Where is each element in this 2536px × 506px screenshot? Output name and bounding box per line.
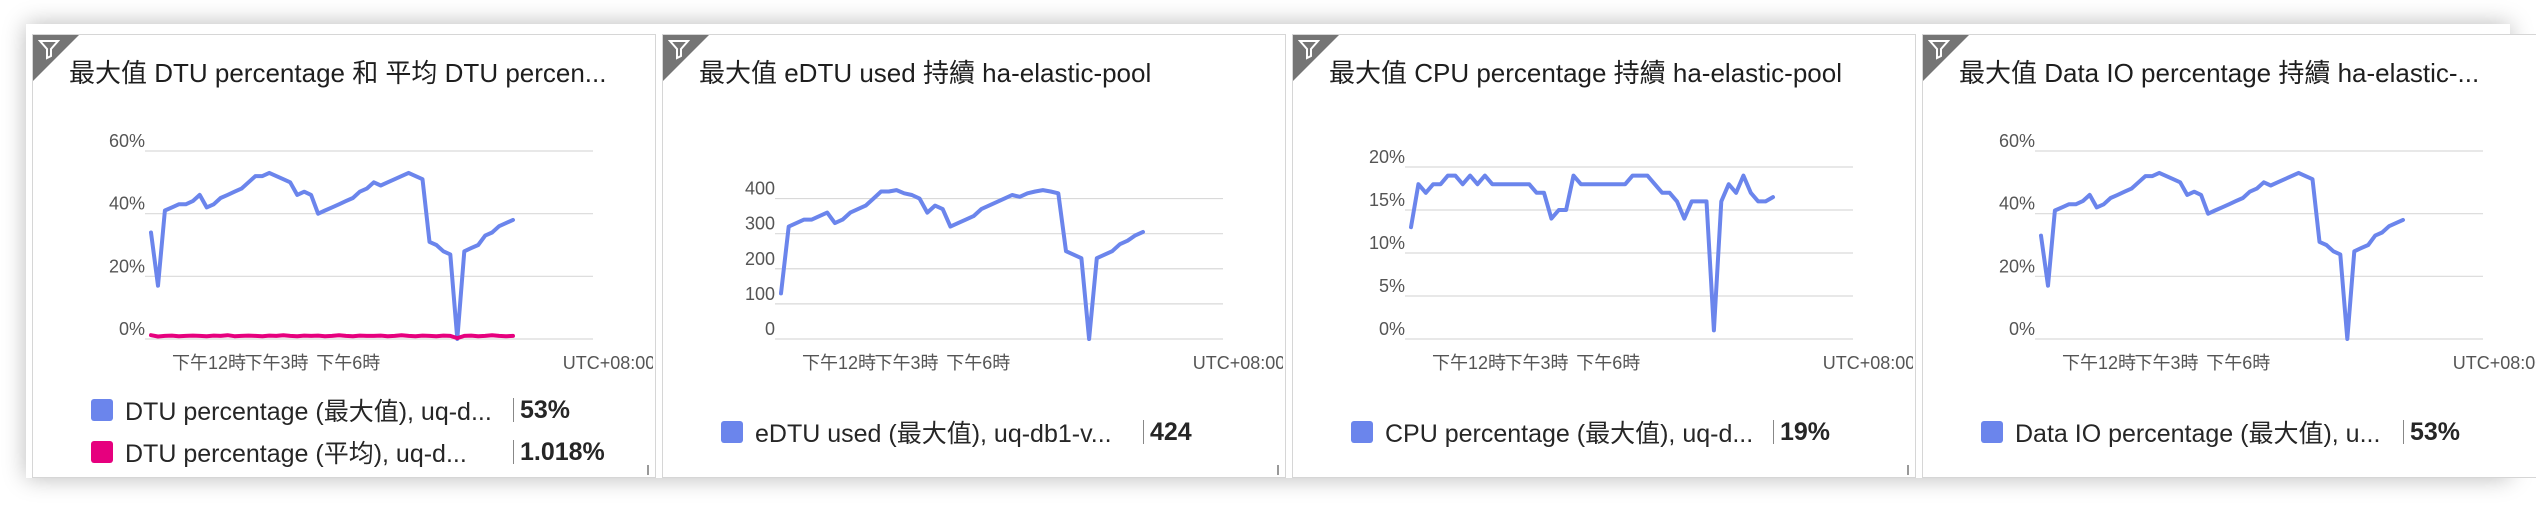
- series-line: [2039, 170, 2405, 341]
- timezone-label: UTC+08:00: [563, 353, 653, 373]
- filter-funnel-icon[interactable]: [668, 38, 690, 60]
- y-tick-label: 300: [745, 214, 775, 234]
- x-tick-label: 下午3時: [244, 353, 308, 373]
- legend-label: Data IO percentage (最大值), u...: [2015, 420, 2381, 448]
- y-tick-label: 40%: [1999, 194, 2035, 214]
- y-tick-label: 15%: [1369, 190, 1405, 210]
- y-tick-label: 20%: [1999, 256, 2035, 276]
- y-tick-label: 60%: [1999, 131, 2035, 151]
- series-line: [149, 170, 515, 341]
- legend-divider: [1143, 420, 1144, 444]
- legend-divider: [513, 398, 514, 422]
- timezone-label: UTC+08:00: [1823, 353, 1913, 373]
- y-tick-label: 0%: [119, 319, 145, 339]
- chart-tile-edtu[interactable]: 最大值 eDTU used 持續 ha-elastic-pool 0 100 200…: [662, 34, 1286, 478]
- timezone-label: UTC+08:00: [2453, 353, 2536, 373]
- y-tick-label: 0%: [2009, 319, 2035, 339]
- resize-handle[interactable]: [647, 465, 649, 475]
- legend-label: eDTU used (最大值), uq-db1-v...: [755, 420, 1112, 448]
- filter-funnel-icon[interactable]: [38, 38, 60, 60]
- filter-funnel-icon[interactable]: [1928, 38, 1950, 60]
- legend: CPU percentage (最大值), uq-d... 19%: [1351, 411, 1891, 453]
- x-tick-label: 下午12時: [172, 353, 246, 373]
- tile-title[interactable]: 最大值 eDTU used 持續 ha-elastic-pool: [699, 58, 1152, 88]
- legend-item[interactable]: eDTU used (最大值), uq-db1-v... 424: [721, 411, 1261, 453]
- x-tick-label: 下午3時: [1504, 353, 1568, 373]
- series-swatch: [91, 441, 113, 463]
- legend-item[interactable]: CPU percentage (最大值), uq-d... 19%: [1351, 411, 1891, 453]
- filter-funnel-icon[interactable]: [1298, 38, 1320, 60]
- legend-value: 19%: [1780, 417, 1831, 446]
- y-tick-label: 40%: [109, 194, 145, 214]
- x-tick-label: 下午6時: [2206, 353, 2270, 373]
- y-tick-label: 0: [765, 319, 775, 339]
- series-line: [149, 333, 515, 341]
- legend-item[interactable]: Data IO percentage (最大值), u... 53%: [1981, 411, 2521, 453]
- x-tick-label: 下午12時: [1432, 353, 1506, 373]
- legend-divider: [2403, 420, 2404, 444]
- y-tick-label: 400: [745, 179, 775, 199]
- x-tick-label: 下午6時: [1576, 353, 1640, 373]
- y-tick-label: 200: [745, 249, 775, 269]
- series-swatch: [1351, 421, 1373, 443]
- x-tick-label: 下午6時: [316, 353, 380, 373]
- y-tick-label: 5%: [1379, 276, 1405, 296]
- series-swatch: [1981, 421, 2003, 443]
- legend-item[interactable]: DTU percentage (平均), uq-d... 1.018%: [91, 431, 631, 473]
- x-tick-label: 下午6時: [946, 353, 1010, 373]
- legend-label: DTU percentage (平均), uq-d...: [125, 440, 467, 468]
- x-tick-label: 下午3時: [874, 353, 938, 373]
- legend-value: 53%: [520, 395, 571, 424]
- legend-value: 424: [1150, 417, 1192, 446]
- legend-label: CPU percentage (最大值), uq-d...: [1385, 420, 1754, 448]
- tile-title[interactable]: 最大值 CPU percentage 持續 ha-elastic-pool: [1329, 58, 1842, 88]
- tile-title[interactable]: 最大值 Data IO percentage 持續 ha-elastic-...: [1959, 58, 2480, 88]
- y-tick-label: 20%: [109, 256, 145, 276]
- series-swatch: [91, 399, 113, 421]
- chart-tile-data-io[interactable]: 最大值 Data IO percentage 持續 ha-elastic-...…: [1922, 34, 2536, 478]
- x-tick-label: 下午12時: [2062, 353, 2136, 373]
- tile-title[interactable]: 最大值 DTU percentage 和 平均 DTU percen...: [69, 58, 607, 88]
- legend-value: 1.018%: [520, 437, 605, 466]
- chart-tile-cpu[interactable]: 最大值 CPU percentage 持續 ha-elastic-pool 0%…: [1292, 34, 1916, 478]
- y-tick-label: 60%: [109, 131, 145, 151]
- legend: DTU percentage (最大值), uq-d... 53% DTU pe…: [91, 389, 631, 473]
- chart-tile-dtu[interactable]: 最大值 DTU percentage 和 平均 DTU percen... 0%…: [32, 34, 656, 478]
- legend: Data IO percentage (最大值), u... 53%: [1981, 411, 2521, 453]
- line-chart: 0% 20% 40% 60% 下午12時下午3時下午6時 UTC+08:00: [109, 131, 653, 373]
- x-tick-label: 下午3時: [2134, 353, 2198, 373]
- y-tick-label: 100: [745, 284, 775, 304]
- legend-item[interactable]: DTU percentage (最大值), uq-d... 53%: [91, 389, 631, 431]
- y-tick-label: 20%: [1369, 147, 1405, 167]
- x-tick-label: 下午12時: [802, 353, 876, 373]
- legend-value: 53%: [2410, 417, 2461, 446]
- legend-divider: [513, 440, 514, 464]
- series-line: [1409, 173, 1775, 333]
- series-line: [779, 188, 1145, 341]
- legend-label: DTU percentage (最大值), uq-d...: [125, 398, 492, 426]
- legend: eDTU used (最大值), uq-db1-v... 424: [721, 411, 1261, 453]
- timezone-label: UTC+08:00: [1193, 353, 1283, 373]
- resize-handle[interactable]: [1907, 465, 1909, 475]
- resize-handle[interactable]: [1277, 465, 1279, 475]
- y-tick-label: 0%: [1379, 319, 1405, 339]
- legend-divider: [1773, 420, 1774, 444]
- series-swatch: [721, 421, 743, 443]
- y-tick-label: 10%: [1369, 233, 1405, 253]
